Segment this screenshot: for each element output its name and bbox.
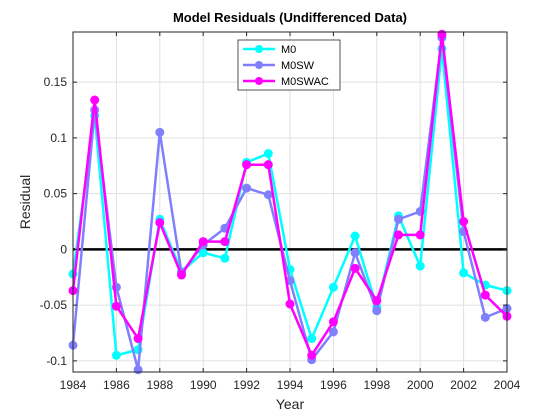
legend-item: M0SW xyxy=(243,60,315,72)
data-point xyxy=(242,183,252,193)
x-axis-label: Year xyxy=(276,396,305,412)
data-point xyxy=(415,230,425,240)
data-point xyxy=(198,237,208,247)
legend-item: M0SWAC xyxy=(243,76,329,88)
x-tick-label: 1992 xyxy=(233,378,260,392)
x-tick-label: 2002 xyxy=(450,378,477,392)
data-point xyxy=(328,282,338,292)
data-point xyxy=(307,350,317,360)
data-point xyxy=(394,230,403,240)
data-point xyxy=(133,365,143,375)
data-point xyxy=(263,160,273,170)
x-tick-labels: 1984 1986 1988 1990 1992 1994 1996 1998 2000 2002… xyxy=(60,378,521,392)
data-point xyxy=(220,253,230,263)
x-tick-label: 1988 xyxy=(146,378,173,392)
data-point xyxy=(263,190,273,200)
data-point xyxy=(328,327,338,337)
data-point xyxy=(155,127,165,137)
x-tick-label: 1994 xyxy=(277,378,304,392)
legend-swatch-marker xyxy=(255,77,263,85)
legend-label: M0SW xyxy=(281,60,315,72)
series-m0swac xyxy=(68,29,512,360)
y-tick-label: 0 xyxy=(60,242,67,256)
x-tick-label: 1996 xyxy=(320,378,347,392)
data-point xyxy=(133,334,143,344)
x-tick-label: 1998 xyxy=(363,378,390,392)
data-point xyxy=(155,218,165,228)
legend: M0 M0SW M0SWAC xyxy=(237,39,341,91)
data-point xyxy=(111,301,121,311)
data-point xyxy=(177,270,186,280)
x-tick-label: 1984 xyxy=(60,378,87,392)
data-point xyxy=(459,217,469,227)
x-tick-label: 1986 xyxy=(103,378,130,392)
data-point xyxy=(372,306,382,316)
data-point xyxy=(263,149,273,159)
y-axis-label: Residual xyxy=(17,175,33,229)
y-tick-label: -0.05 xyxy=(40,298,68,312)
legend-item: M0 xyxy=(243,44,296,56)
legend-label: M0 xyxy=(281,44,296,56)
data-point xyxy=(220,237,230,247)
legend-swatch-marker xyxy=(255,61,263,69)
x-tick-label: 2000 xyxy=(407,378,434,392)
chart-title: Model Residuals (Undifferenced Data) xyxy=(173,10,407,25)
data-point xyxy=(90,95,100,105)
data-point xyxy=(111,350,121,360)
data-point xyxy=(350,231,360,241)
y-tick-label: 0.15 xyxy=(44,75,68,89)
data-point xyxy=(459,268,469,278)
series-group xyxy=(68,29,512,375)
data-point xyxy=(372,296,382,306)
legend-label: M0SWAC xyxy=(281,76,329,88)
y-tick-label: -0.1 xyxy=(46,354,67,368)
data-point xyxy=(437,29,447,39)
data-point xyxy=(350,263,360,273)
data-point xyxy=(480,290,490,300)
data-point xyxy=(328,317,338,327)
y-tick-label: 0.1 xyxy=(50,131,67,145)
data-point xyxy=(350,248,360,258)
data-point xyxy=(285,299,295,309)
y-tick-labels: -0.1 -0.05 0 0.05 0.1 0.15 xyxy=(40,75,68,368)
x-tick-label: 1990 xyxy=(190,378,217,392)
data-point xyxy=(242,160,252,170)
data-point xyxy=(394,214,403,224)
axis-ticks xyxy=(72,32,508,372)
data-point xyxy=(480,312,490,322)
x-tick-label: 2004 xyxy=(494,378,521,392)
legend-swatch-marker xyxy=(255,45,263,53)
y-tick-label: 0.05 xyxy=(44,187,68,201)
data-point xyxy=(415,261,425,271)
data-point xyxy=(307,334,317,344)
